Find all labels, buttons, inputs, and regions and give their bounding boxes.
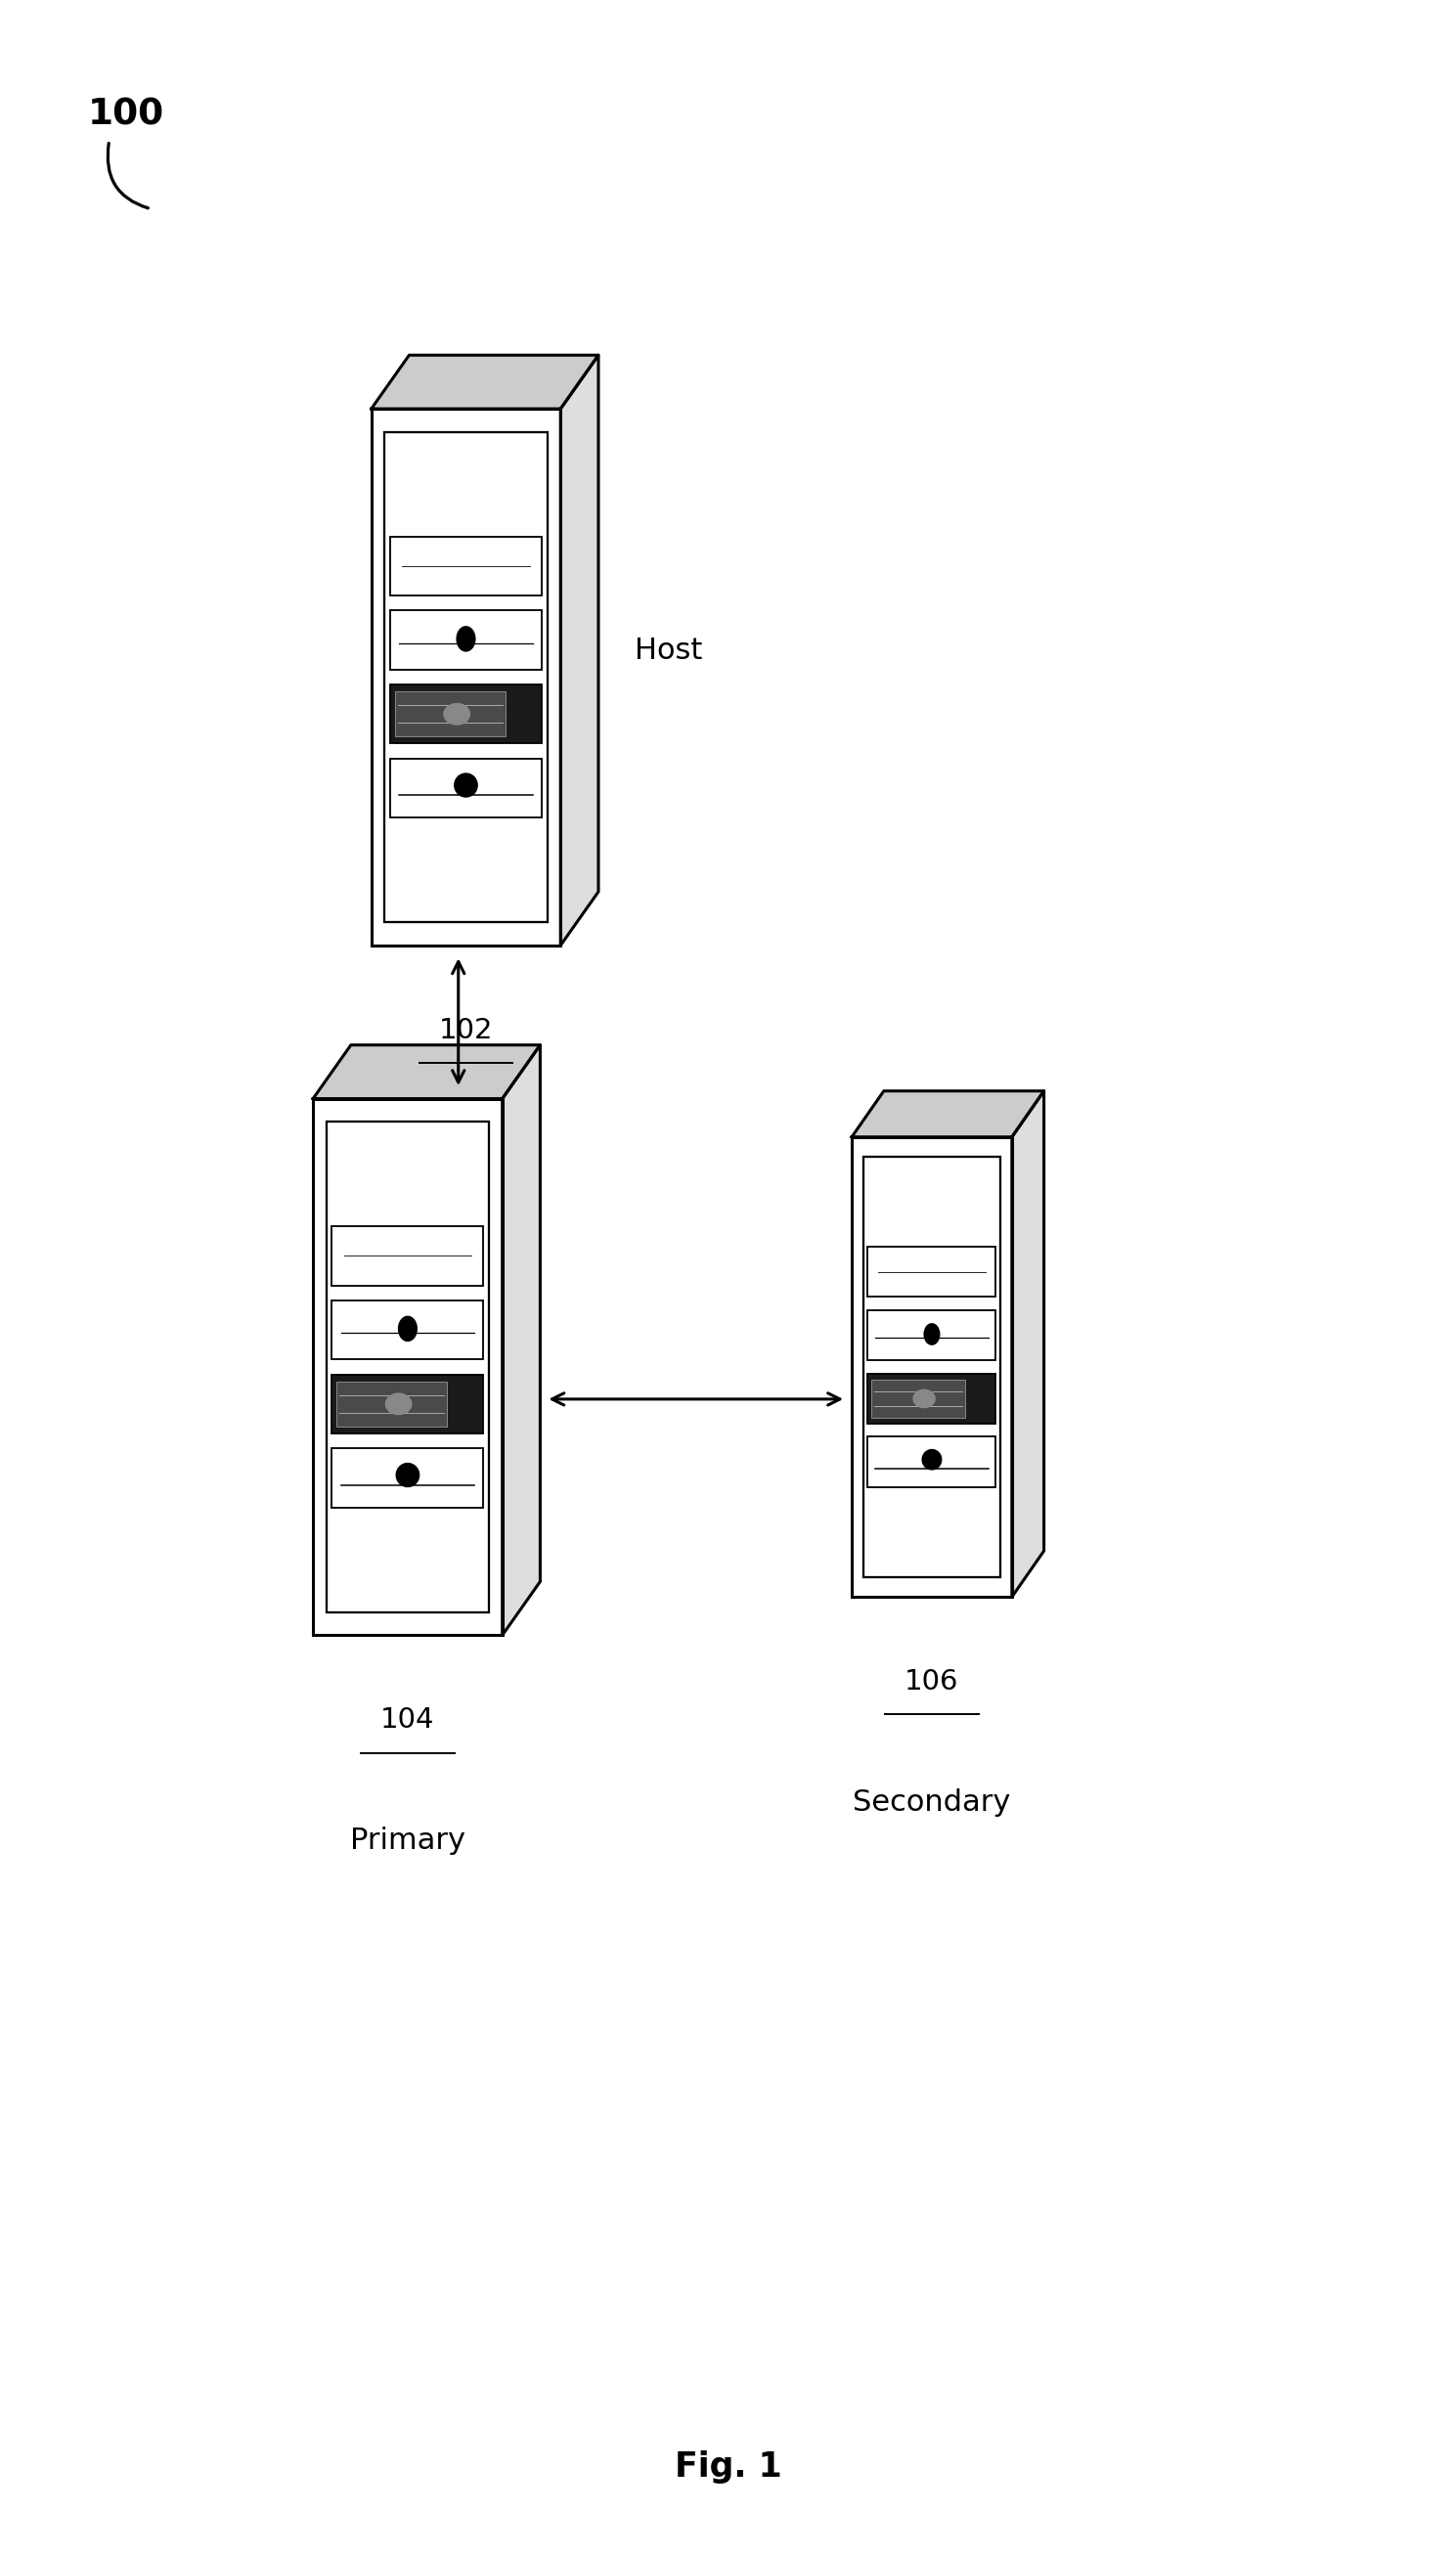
Bar	[336, 1382, 447, 1426]
Ellipse shape	[384, 1392, 412, 1415]
Bar	[868, 1247, 996, 1298]
Ellipse shape	[456, 626, 476, 652]
Bar	[390, 537, 542, 595]
Polygon shape	[502, 1045, 540, 1635]
Bar	[332, 1449, 483, 1507]
Text: 106: 106	[904, 1668, 960, 1697]
Bar	[872, 1380, 965, 1418]
Polygon shape	[371, 355, 598, 409]
Text: Host: Host	[635, 636, 703, 664]
Text: Secondary: Secondary	[853, 1788, 1010, 1817]
Bar	[332, 1375, 483, 1433]
Bar	[868, 1311, 996, 1359]
Ellipse shape	[454, 772, 478, 797]
Bar	[371, 409, 561, 945]
Bar	[868, 1436, 996, 1487]
Bar	[332, 1300, 483, 1359]
Bar	[852, 1137, 1012, 1597]
Ellipse shape	[913, 1390, 936, 1408]
Ellipse shape	[396, 1461, 419, 1487]
Text: Fig. 1: Fig. 1	[674, 2450, 782, 2483]
Text: 100: 100	[87, 97, 163, 133]
Bar	[313, 1099, 502, 1635]
Bar	[332, 1226, 483, 1285]
Polygon shape	[852, 1091, 1044, 1137]
Polygon shape	[1012, 1091, 1044, 1597]
Bar	[863, 1157, 1000, 1576]
Ellipse shape	[397, 1316, 418, 1341]
Text: Primary: Primary	[349, 1827, 466, 1855]
Bar	[384, 432, 547, 922]
Ellipse shape	[922, 1449, 942, 1469]
Polygon shape	[313, 1045, 540, 1099]
Bar	[390, 685, 542, 744]
Bar	[390, 611, 542, 669]
Polygon shape	[561, 355, 598, 945]
Bar	[390, 759, 542, 818]
Bar	[868, 1375, 996, 1423]
Bar	[395, 692, 505, 736]
FancyArrowPatch shape	[108, 143, 149, 207]
Ellipse shape	[923, 1323, 941, 1346]
Text: 104: 104	[380, 1707, 435, 1735]
Bar	[326, 1122, 489, 1612]
Text: 102: 102	[438, 1017, 494, 1045]
Ellipse shape	[443, 703, 470, 726]
